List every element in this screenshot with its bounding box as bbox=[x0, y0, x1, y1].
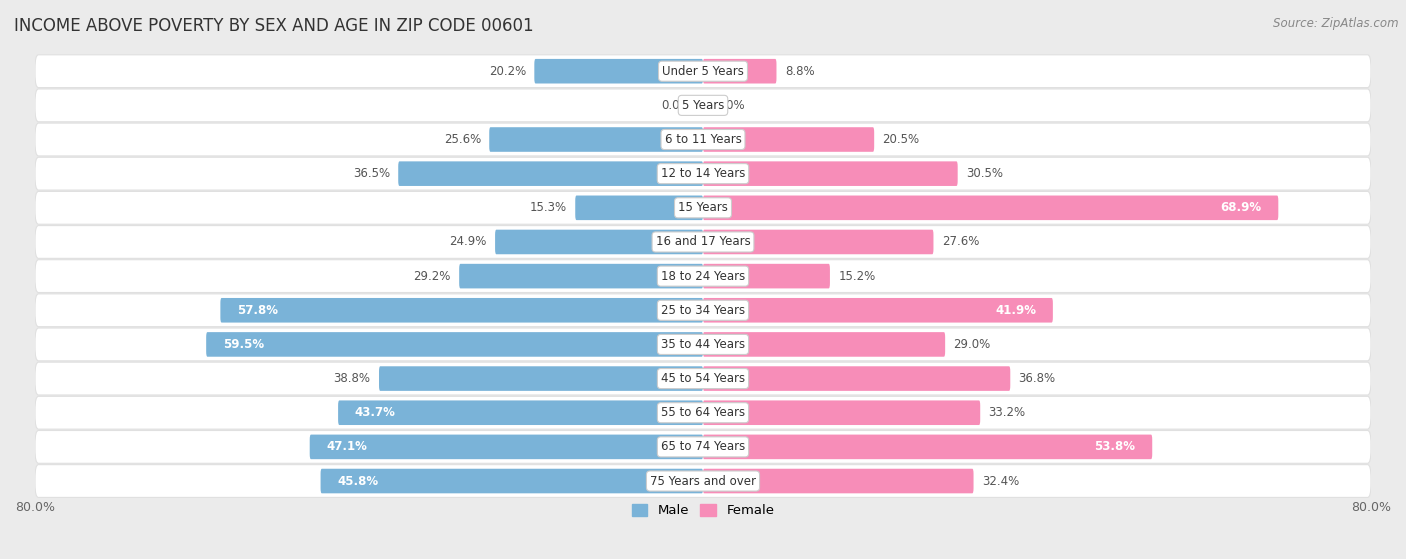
FancyBboxPatch shape bbox=[703, 230, 934, 254]
Text: 43.7%: 43.7% bbox=[354, 406, 395, 419]
FancyBboxPatch shape bbox=[35, 396, 1371, 429]
FancyBboxPatch shape bbox=[703, 162, 957, 186]
Text: Source: ZipAtlas.com: Source: ZipAtlas.com bbox=[1274, 17, 1399, 30]
Text: 12 to 14 Years: 12 to 14 Years bbox=[661, 167, 745, 180]
FancyBboxPatch shape bbox=[398, 162, 703, 186]
FancyBboxPatch shape bbox=[703, 264, 830, 288]
FancyBboxPatch shape bbox=[35, 260, 1371, 292]
Text: 59.5%: 59.5% bbox=[224, 338, 264, 351]
FancyBboxPatch shape bbox=[489, 127, 703, 152]
Text: 36.5%: 36.5% bbox=[353, 167, 389, 180]
Text: 29.2%: 29.2% bbox=[413, 269, 451, 283]
Text: 20.5%: 20.5% bbox=[883, 133, 920, 146]
Text: 45 to 54 Years: 45 to 54 Years bbox=[661, 372, 745, 385]
Text: 0.0%: 0.0% bbox=[716, 99, 745, 112]
FancyBboxPatch shape bbox=[703, 366, 1011, 391]
Text: 55 to 64 Years: 55 to 64 Years bbox=[661, 406, 745, 419]
Text: 68.9%: 68.9% bbox=[1220, 201, 1261, 214]
FancyBboxPatch shape bbox=[495, 230, 703, 254]
Text: 25.6%: 25.6% bbox=[444, 133, 481, 146]
Text: 53.8%: 53.8% bbox=[1094, 440, 1136, 453]
FancyBboxPatch shape bbox=[35, 362, 1371, 395]
Text: 16 and 17 Years: 16 and 17 Years bbox=[655, 235, 751, 248]
Text: 8.8%: 8.8% bbox=[785, 65, 814, 78]
FancyBboxPatch shape bbox=[35, 328, 1371, 361]
FancyBboxPatch shape bbox=[703, 196, 1278, 220]
Text: 18 to 24 Years: 18 to 24 Years bbox=[661, 269, 745, 283]
Text: 57.8%: 57.8% bbox=[238, 304, 278, 317]
FancyBboxPatch shape bbox=[534, 59, 703, 83]
FancyBboxPatch shape bbox=[380, 366, 703, 391]
FancyBboxPatch shape bbox=[575, 196, 703, 220]
FancyBboxPatch shape bbox=[703, 298, 1053, 323]
FancyBboxPatch shape bbox=[35, 55, 1371, 88]
Text: 0.0%: 0.0% bbox=[661, 99, 690, 112]
FancyBboxPatch shape bbox=[460, 264, 703, 288]
Text: 45.8%: 45.8% bbox=[337, 475, 378, 487]
FancyBboxPatch shape bbox=[337, 400, 703, 425]
Text: 38.8%: 38.8% bbox=[333, 372, 371, 385]
FancyBboxPatch shape bbox=[35, 89, 1371, 122]
Text: 27.6%: 27.6% bbox=[942, 235, 979, 248]
Text: 15 Years: 15 Years bbox=[678, 201, 728, 214]
FancyBboxPatch shape bbox=[35, 294, 1371, 326]
FancyBboxPatch shape bbox=[35, 465, 1371, 498]
FancyBboxPatch shape bbox=[309, 434, 703, 459]
Text: INCOME ABOVE POVERTY BY SEX AND AGE IN ZIP CODE 00601: INCOME ABOVE POVERTY BY SEX AND AGE IN Z… bbox=[14, 17, 534, 35]
FancyBboxPatch shape bbox=[35, 226, 1371, 258]
Text: 20.2%: 20.2% bbox=[489, 65, 526, 78]
Text: 32.4%: 32.4% bbox=[981, 475, 1019, 487]
FancyBboxPatch shape bbox=[35, 123, 1371, 156]
Text: Under 5 Years: Under 5 Years bbox=[662, 65, 744, 78]
Text: 15.2%: 15.2% bbox=[838, 269, 876, 283]
FancyBboxPatch shape bbox=[321, 469, 703, 494]
Text: 6 to 11 Years: 6 to 11 Years bbox=[665, 133, 741, 146]
FancyBboxPatch shape bbox=[703, 332, 945, 357]
FancyBboxPatch shape bbox=[703, 469, 973, 494]
Text: 41.9%: 41.9% bbox=[995, 304, 1036, 317]
FancyBboxPatch shape bbox=[703, 400, 980, 425]
Text: 35 to 44 Years: 35 to 44 Years bbox=[661, 338, 745, 351]
Text: 30.5%: 30.5% bbox=[966, 167, 1002, 180]
FancyBboxPatch shape bbox=[703, 434, 1153, 459]
Text: 75 Years and over: 75 Years and over bbox=[650, 475, 756, 487]
FancyBboxPatch shape bbox=[35, 430, 1371, 463]
FancyBboxPatch shape bbox=[703, 59, 776, 83]
Text: 36.8%: 36.8% bbox=[1018, 372, 1056, 385]
Text: 29.0%: 29.0% bbox=[953, 338, 991, 351]
Text: 25 to 34 Years: 25 to 34 Years bbox=[661, 304, 745, 317]
FancyBboxPatch shape bbox=[35, 191, 1371, 224]
Text: 47.1%: 47.1% bbox=[326, 440, 367, 453]
Text: 15.3%: 15.3% bbox=[530, 201, 567, 214]
Legend: Male, Female: Male, Female bbox=[626, 499, 780, 523]
Text: 65 to 74 Years: 65 to 74 Years bbox=[661, 440, 745, 453]
FancyBboxPatch shape bbox=[221, 298, 703, 323]
FancyBboxPatch shape bbox=[207, 332, 703, 357]
FancyBboxPatch shape bbox=[703, 127, 875, 152]
Text: 33.2%: 33.2% bbox=[988, 406, 1026, 419]
Text: 24.9%: 24.9% bbox=[450, 235, 486, 248]
Text: 5 Years: 5 Years bbox=[682, 99, 724, 112]
FancyBboxPatch shape bbox=[35, 157, 1371, 190]
